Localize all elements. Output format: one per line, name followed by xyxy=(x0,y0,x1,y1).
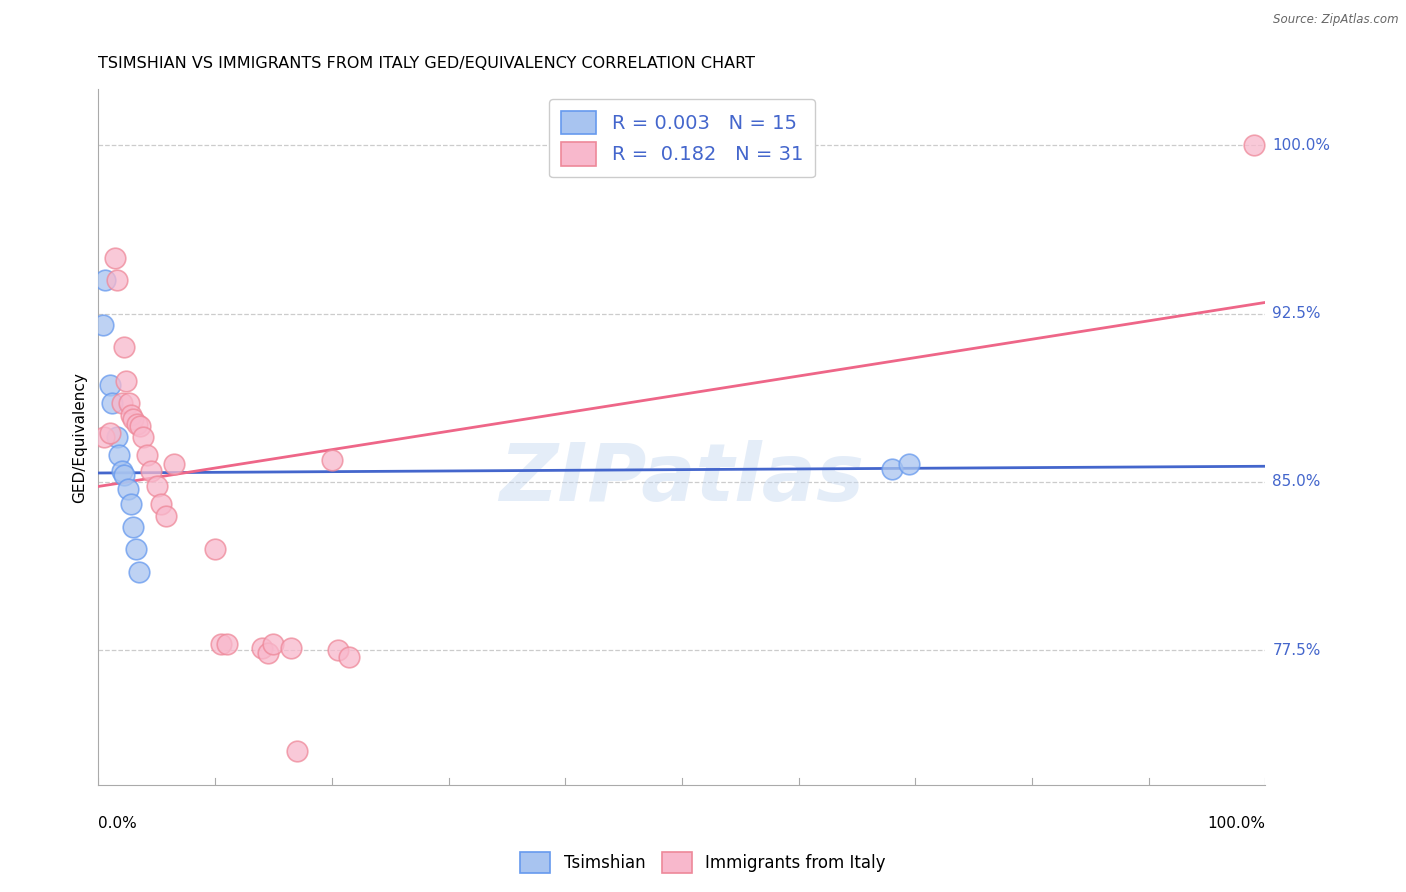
Text: 85.0%: 85.0% xyxy=(1272,475,1320,490)
Point xyxy=(155,508,177,523)
Text: 100.0%: 100.0% xyxy=(1272,137,1330,153)
Point xyxy=(146,479,169,493)
Text: Source: ZipAtlas.com: Source: ZipAtlas.com xyxy=(1274,13,1399,27)
Point xyxy=(94,273,117,287)
Point xyxy=(204,542,226,557)
Text: 0.0%: 0.0% xyxy=(98,816,138,831)
Point xyxy=(98,378,121,392)
Point xyxy=(93,430,115,444)
Text: ZIPatlas: ZIPatlas xyxy=(499,440,865,518)
Point xyxy=(128,565,150,579)
Point xyxy=(111,396,134,410)
Point xyxy=(118,396,141,410)
Point xyxy=(105,430,128,444)
Point xyxy=(112,468,135,483)
Point xyxy=(1243,138,1265,153)
Point xyxy=(129,418,152,433)
Y-axis label: GED/Equivalency: GED/Equivalency xyxy=(72,372,87,502)
Point xyxy=(120,408,142,422)
Point xyxy=(337,650,360,665)
Point xyxy=(122,520,145,534)
Point xyxy=(250,641,273,656)
Point xyxy=(262,636,284,650)
Point xyxy=(285,744,308,758)
Point xyxy=(139,464,162,478)
Point xyxy=(91,318,114,332)
Text: 92.5%: 92.5% xyxy=(1272,306,1320,321)
Point xyxy=(215,636,238,650)
Point xyxy=(108,448,131,462)
Point xyxy=(880,461,903,475)
Point xyxy=(256,646,278,660)
Point xyxy=(105,273,128,287)
Legend: Tsimshian, Immigrants from Italy: Tsimshian, Immigrants from Italy xyxy=(513,846,893,880)
Point xyxy=(150,497,173,511)
Point xyxy=(326,643,349,657)
Point xyxy=(163,457,186,471)
Text: TSIMSHIAN VS IMMIGRANTS FROM ITALY GED/EQUIVALENCY CORRELATION CHART: TSIMSHIAN VS IMMIGRANTS FROM ITALY GED/E… xyxy=(98,56,755,71)
Point xyxy=(120,497,142,511)
Point xyxy=(122,412,145,426)
Point xyxy=(112,340,135,354)
Point xyxy=(898,457,921,471)
Point xyxy=(98,425,121,440)
Point xyxy=(280,641,302,656)
Point xyxy=(111,464,134,478)
Point xyxy=(101,396,124,410)
Point xyxy=(117,482,139,496)
Point xyxy=(209,636,232,650)
Text: 100.0%: 100.0% xyxy=(1208,816,1265,831)
Legend: R = 0.003   N = 15, R =  0.182   N = 31: R = 0.003 N = 15, R = 0.182 N = 31 xyxy=(550,99,814,178)
Point xyxy=(321,452,343,467)
Point xyxy=(125,417,148,431)
Point xyxy=(125,542,148,557)
Point xyxy=(132,430,155,444)
Point xyxy=(104,251,127,265)
Point xyxy=(136,448,159,462)
Text: 77.5%: 77.5% xyxy=(1272,643,1320,657)
Point xyxy=(115,374,138,388)
